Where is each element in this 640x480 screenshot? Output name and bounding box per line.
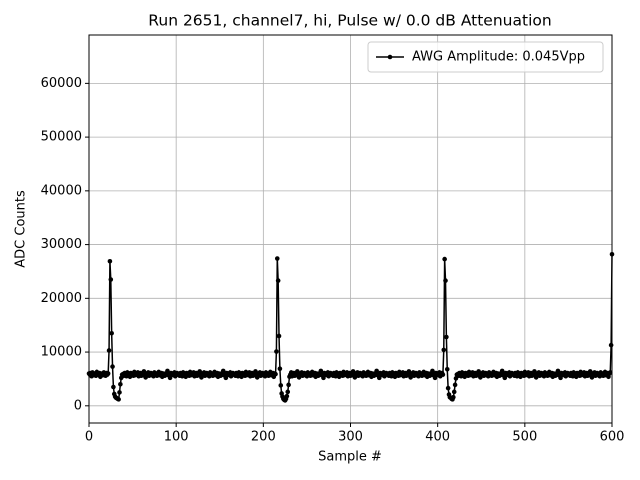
data-point [285, 389, 291, 395]
plot-frame [88, 34, 613, 424]
data-point [278, 383, 284, 388]
chart-title: Run 2651, channel7, hi, Pulse w/ 0.0 dB … [148, 12, 551, 30]
x-tick-label: 500 [512, 430, 537, 445]
legend-marker [387, 54, 393, 60]
y-tick-label: 60000 [41, 76, 82, 91]
data-point [441, 347, 447, 353]
data-point [118, 382, 123, 387]
data-point [111, 384, 116, 390]
y-axis-label: ADC Counts [14, 190, 29, 268]
data-point [109, 330, 114, 336]
x-tick-label: 300 [338, 430, 363, 445]
y-tick-label: 50000 [41, 130, 82, 145]
data-point [608, 342, 614, 348]
data-point [445, 385, 451, 391]
y-tick-label: 20000 [41, 291, 82, 306]
data-point [284, 393, 290, 399]
data-point [286, 382, 291, 388]
data-point [108, 277, 114, 282]
data-point [452, 382, 458, 388]
x-axis-label: Sample # [318, 450, 382, 465]
x-tick-label: 100 [164, 430, 189, 445]
data-point [275, 278, 281, 283]
legend-label: AWG Amplitude: 0.045Vpp [412, 50, 585, 65]
x-tick-label: 600 [600, 430, 625, 445]
x-tick-label: 0 [85, 430, 93, 445]
y-tick-label: 30000 [41, 237, 82, 252]
data-point [451, 389, 457, 395]
data-point [440, 372, 446, 377]
data-point [443, 278, 448, 283]
data-point [107, 258, 113, 264]
data-point [110, 364, 115, 369]
data-point [274, 256, 280, 261]
data-point [277, 366, 283, 372]
x-tick-label: 200 [251, 430, 276, 445]
data-point [444, 366, 450, 372]
data-point [276, 333, 282, 339]
data-point [607, 370, 613, 375]
y-tick-label: 0 [74, 398, 82, 413]
x-tick-label: 400 [425, 430, 450, 445]
data-point [116, 397, 121, 402]
data-point [105, 371, 111, 376]
legend-box [367, 41, 604, 73]
data-point [273, 371, 278, 377]
data-point [451, 394, 456, 400]
data-point [442, 256, 447, 262]
data-point [444, 334, 449, 340]
y-tick-label: 10000 [41, 345, 82, 360]
data-point [274, 349, 279, 354]
y-tick-label: 40000 [41, 183, 82, 198]
data-point [106, 348, 112, 353]
data-point [117, 390, 122, 395]
